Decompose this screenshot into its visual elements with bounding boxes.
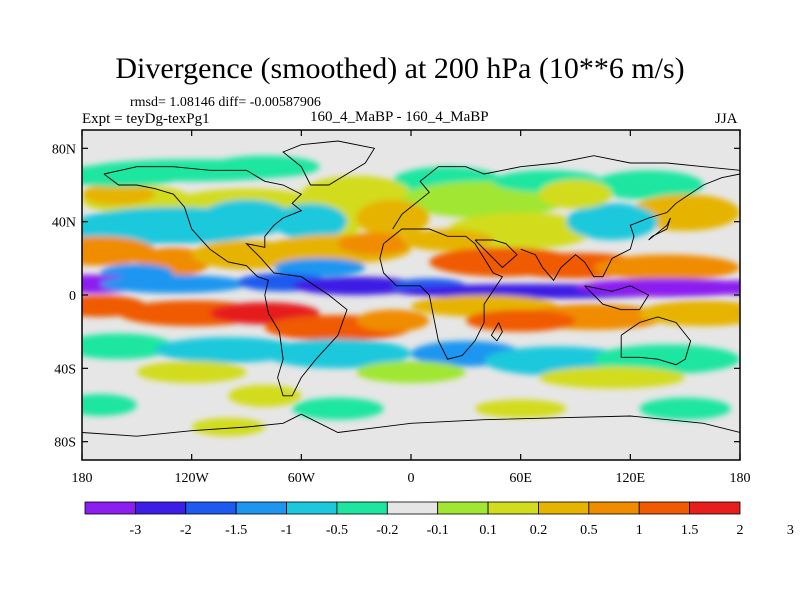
- colorbar-label: 0.5: [580, 523, 598, 538]
- field-blob: [337, 232, 412, 255]
- field-blob: [639, 300, 740, 327]
- y-tick-label: 80S: [54, 436, 76, 451]
- field-blob: [82, 394, 137, 416]
- field-blob: [209, 155, 320, 178]
- y-tick-label: 40S: [54, 362, 76, 377]
- colorbar-swatch: [336, 501, 388, 515]
- field-blob: [100, 274, 247, 294]
- x-tick-label: 0: [408, 471, 415, 486]
- field-blob: [538, 366, 686, 389]
- experiment-label: Expt = teyDg-texPg1: [82, 111, 210, 127]
- coastline-4: [474, 239, 518, 269]
- colorbar-label: -0.2: [376, 523, 398, 538]
- field-blob: [82, 183, 156, 206]
- field-blob: [82, 164, 183, 187]
- y-tick-label: 0: [69, 289, 76, 304]
- coastline-10: [648, 217, 671, 241]
- season-label: JJA: [715, 111, 738, 127]
- colorbar-label: 2: [737, 523, 744, 538]
- coastline-6: [584, 285, 650, 311]
- field-blob: [593, 254, 740, 281]
- field-blob: [474, 399, 567, 418]
- colorbar-swatch: [689, 501, 741, 515]
- colorbar-label: -1.5: [225, 523, 247, 538]
- coastline-7: [620, 316, 692, 366]
- field-blob: [356, 361, 466, 383]
- colorbar-swatch: [538, 501, 590, 515]
- field-blob: [575, 278, 740, 297]
- field-blob: [538, 179, 613, 209]
- coastline-layer: [82, 140, 740, 437]
- field-blob: [593, 344, 740, 374]
- coastline-5: [520, 173, 740, 282]
- x-tick-label: 60W: [288, 471, 316, 486]
- x-tick-label: 120E: [616, 471, 646, 486]
- axes-layer: 180 120W 60W 0 60E 120E 180 80N 40N 0 40S 80S: [52, 130, 751, 486]
- field-blob: [639, 397, 731, 420]
- colorbar-swatch: [386, 501, 439, 515]
- colorbar-swatch: [638, 501, 691, 515]
- field-blob: [356, 199, 430, 237]
- field-blob: [264, 339, 411, 369]
- colorbar-swatch: [235, 501, 287, 515]
- x-tick-label: 180: [72, 471, 93, 486]
- y-tick-label: 80N: [52, 142, 76, 157]
- colorbar-label: 1.5: [681, 523, 699, 538]
- field-blob: [273, 203, 348, 241]
- field-blob: [593, 170, 704, 200]
- colorbar-label: 0.2: [530, 523, 548, 538]
- colorbar-label: -2: [180, 523, 192, 538]
- field-blob: [356, 309, 430, 332]
- coastline-0: [103, 166, 348, 397]
- colorbar-label: -0.1: [427, 523, 449, 538]
- field-blob: [82, 333, 174, 360]
- colorbar-swatch: [437, 501, 489, 515]
- colorbar-label: -3: [130, 523, 142, 538]
- y-tick-label: 40N: [52, 216, 76, 231]
- field-blob: [401, 229, 494, 251]
- field-blob: [136, 361, 247, 383]
- colorbar-label: 1: [636, 523, 643, 538]
- coastline-1: [282, 140, 376, 186]
- coastline-2: [392, 155, 740, 230]
- colorbar-label: -1: [281, 523, 293, 538]
- field-blob: [155, 337, 302, 363]
- colorbar-label: -0.5: [326, 523, 348, 538]
- x-tick-label: 120W: [175, 471, 210, 486]
- coastline-3: [379, 228, 504, 360]
- field-blob: [292, 397, 384, 420]
- x-tick-label: 180: [730, 471, 751, 486]
- field-blob: [82, 236, 156, 266]
- field-blob: [708, 280, 740, 295]
- coastline-11: [490, 322, 503, 342]
- colorbar-swatch: [185, 501, 237, 515]
- coastline-9: [82, 413, 302, 437]
- field-blob: [228, 384, 302, 407]
- colorbar: -3 -2 -1.5 -1 -0.5 -0.2 -0.1 0.1 0.2 0.5 1 1.5 2 3: [84, 501, 794, 538]
- case-label: 160_4_MaBP - 160_4_MaBP: [310, 109, 489, 125]
- colorbar-label: 3: [787, 523, 794, 538]
- colorbar-swatch: [134, 501, 187, 515]
- field-blob: [630, 194, 740, 231]
- field-blob: [191, 417, 265, 437]
- field-blob: [273, 258, 366, 277]
- field-blob: [566, 203, 658, 241]
- field-blob: [292, 276, 421, 296]
- coastline-8: [301, 413, 740, 433]
- colorbar-label: 0.1: [479, 523, 497, 538]
- x-tick-label: 60E: [509, 471, 532, 486]
- colorbar-swatch: [588, 501, 640, 515]
- colorbar-swatch: [487, 501, 539, 515]
- field-blob: [465, 309, 576, 332]
- chart-title: Divergence (smoothed) at 200 hPa (10**6 …: [115, 52, 685, 85]
- stats-text: rmsd= 1.08146 diff= -0.00587906: [130, 95, 321, 110]
- colorbar-swatch: [286, 501, 338, 515]
- colorbar-swatch: [84, 501, 136, 515]
